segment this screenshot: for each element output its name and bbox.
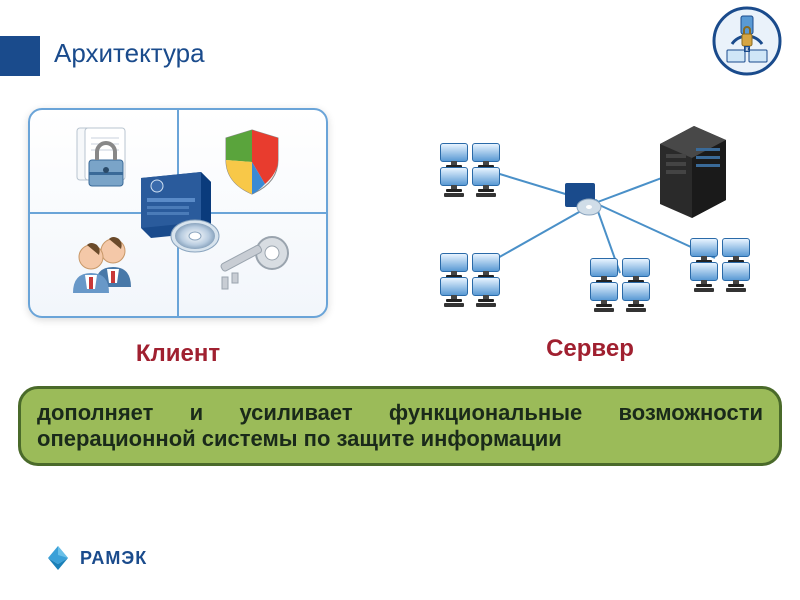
description-box: дополняет и усиливает функциональные воз… xyxy=(18,386,782,466)
footer-brand: РАМЭК xyxy=(44,544,147,572)
client-label: Клиент xyxy=(28,340,328,368)
server-label: Сервер xyxy=(410,335,770,363)
brand-mark-icon xyxy=(44,544,72,572)
product-box-cd-icon xyxy=(123,168,233,258)
network-diagram xyxy=(410,108,770,318)
server-panel xyxy=(410,108,770,318)
client-panel xyxy=(28,108,328,318)
page-title: Архитектура xyxy=(54,38,205,69)
footer-brand-text: РАМЭК xyxy=(80,548,147,569)
header-accent-bar xyxy=(0,36,40,76)
server-tower-icon xyxy=(660,126,726,218)
description-text: дополняет и усиливает функциональные воз… xyxy=(37,400,763,452)
product-badge-icon: К xyxy=(712,6,782,76)
